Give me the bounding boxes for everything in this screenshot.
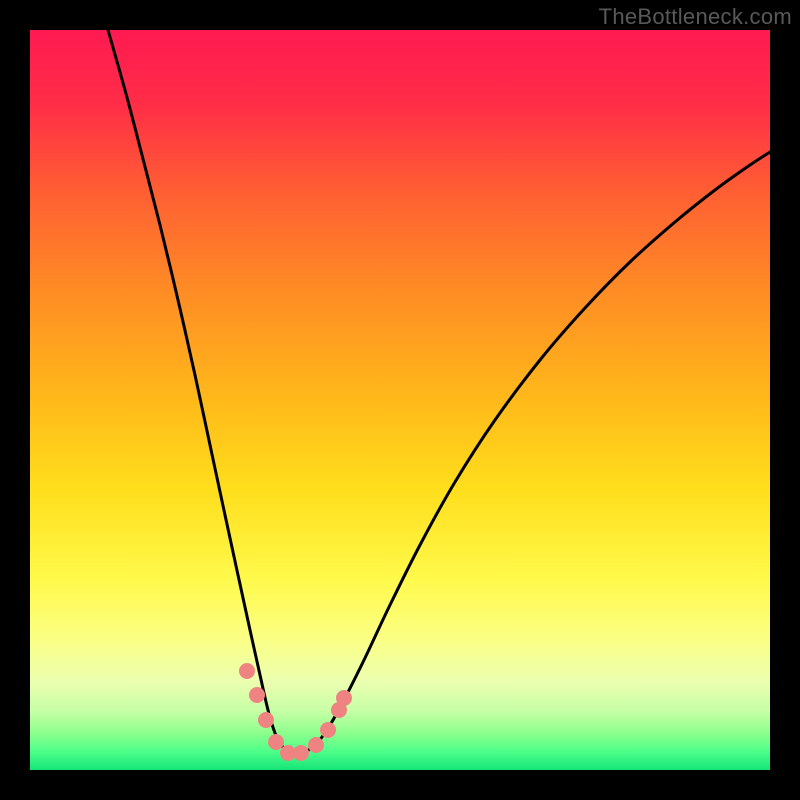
pink-marker bbox=[293, 745, 309, 761]
left-curve-line bbox=[108, 30, 294, 754]
pink-marker bbox=[336, 690, 352, 706]
pink-marker bbox=[320, 722, 336, 738]
outer-frame: TheBottleneck.com bbox=[0, 0, 800, 800]
pink-marker bbox=[258, 712, 274, 728]
pink-marker bbox=[268, 734, 284, 750]
curve-layer bbox=[30, 30, 770, 770]
watermark-text: TheBottleneck.com bbox=[599, 4, 792, 30]
pink-marker bbox=[249, 687, 265, 703]
pink-marker-group bbox=[239, 663, 352, 761]
pink-marker bbox=[239, 663, 255, 679]
right-curve-line bbox=[294, 152, 770, 754]
plot-area bbox=[30, 30, 770, 770]
pink-marker bbox=[308, 737, 324, 753]
